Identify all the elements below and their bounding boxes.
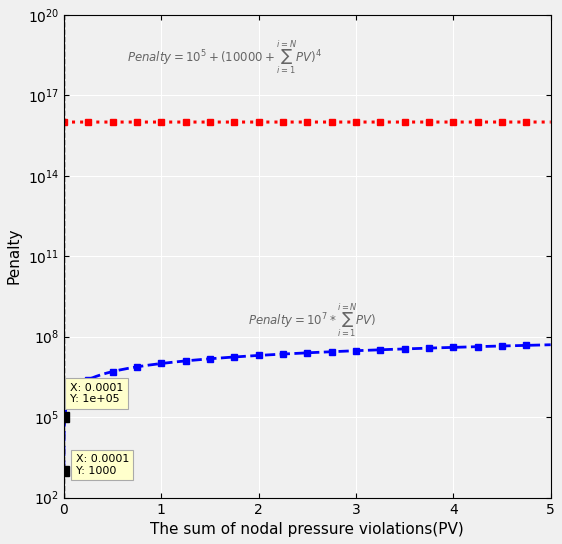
Text: $Penalty = 10^7 * \sum_{i=1}^{i=N} PV)$: $Penalty = 10^7 * \sum_{i=1}^{i=N} PV)$	[248, 302, 377, 339]
Text: $Penalty = 10^5 + (10000 + \sum_{i=1}^{i=N} PV)^4$: $Penalty = 10^5 + (10000 + \sum_{i=1}^{i…	[127, 39, 322, 77]
X-axis label: The sum of nodal pressure violations(PV): The sum of nodal pressure violations(PV)	[151, 522, 464, 537]
Text: X: 0.0001
Y: 1e+05: X: 0.0001 Y: 1e+05	[70, 383, 123, 404]
Y-axis label: Penalty: Penalty	[7, 228, 22, 285]
Text: X: 0.0001
Y: 1000: X: 0.0001 Y: 1000	[75, 454, 129, 476]
